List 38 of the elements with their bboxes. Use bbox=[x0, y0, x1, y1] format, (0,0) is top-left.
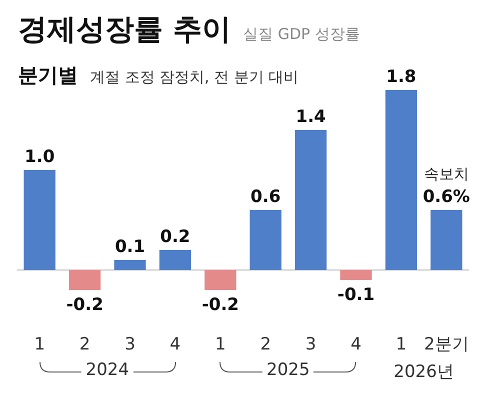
data-label: 0.6% bbox=[422, 187, 470, 207]
x-tick-label: 4 bbox=[350, 334, 362, 354]
data-label: 0.2 bbox=[160, 227, 190, 247]
data-label: 0.1 bbox=[114, 237, 146, 257]
x-tick-label: 2 bbox=[260, 334, 272, 354]
text: 2024 bbox=[82, 360, 134, 380]
x-tick-label: 1 bbox=[214, 334, 226, 354]
bar bbox=[250, 210, 282, 270]
bar bbox=[385, 90, 418, 270]
data-label: 1.4 bbox=[296, 107, 326, 127]
text: 2025 bbox=[262, 360, 314, 380]
data-label: 1.8 bbox=[386, 67, 416, 87]
bar bbox=[430, 210, 462, 270]
bar bbox=[294, 130, 327, 270]
data-label: -0.1 bbox=[337, 285, 375, 305]
bar bbox=[68, 270, 101, 290]
text: 2026년 bbox=[390, 360, 458, 383]
chart-title: 경제성장률 추이 bbox=[18, 11, 232, 48]
bar bbox=[340, 270, 372, 280]
annotation: 속보치 bbox=[424, 165, 469, 183]
text: 계절 조정 잠정치, 전 분기 대비 bbox=[90, 68, 299, 87]
text: 분기별 bbox=[18, 62, 78, 89]
data-label: -0.2 bbox=[202, 295, 239, 315]
bar bbox=[159, 250, 192, 270]
x-tick-label: 2 bbox=[79, 334, 90, 354]
x-tick-label: 3 bbox=[305, 334, 316, 354]
x-tick-label: 2분기 bbox=[424, 334, 469, 354]
data-label: 0.6 bbox=[250, 187, 281, 207]
bar bbox=[204, 270, 236, 290]
x-tick-label: 4 bbox=[170, 334, 181, 354]
chart-subtitle: 실질 GDP 성장률 bbox=[243, 25, 360, 44]
bar bbox=[114, 260, 146, 270]
data-label: -0.2 bbox=[66, 295, 104, 315]
x-tick-label: 1 bbox=[396, 334, 407, 354]
x-tick-label: 3 bbox=[124, 334, 136, 354]
data-label: 1.0 bbox=[24, 147, 55, 167]
x-tick-label: 1 bbox=[34, 334, 46, 354]
bar bbox=[24, 170, 56, 270]
